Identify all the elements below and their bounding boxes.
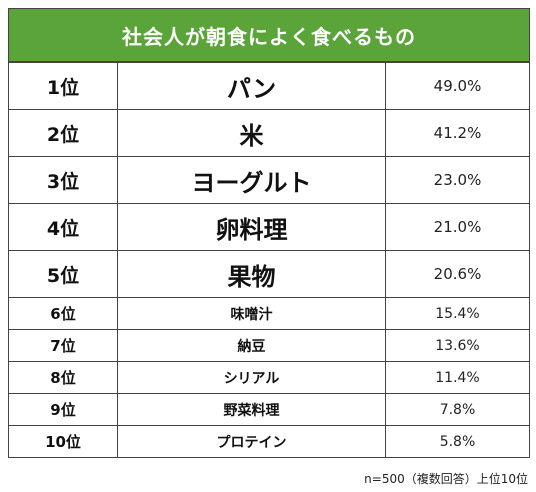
rank-cell: 6位 [8,297,118,330]
table-row: 9位 野菜料理 7.8% [8,393,530,426]
table-row: 1位 パン 49.0% [8,62,530,110]
rank-cell: 1位 [8,62,118,110]
percentage-cell: 15.4% [385,297,530,330]
table-row: 7位 納豆 13.6% [8,329,530,362]
rank-cell: 7位 [8,329,118,362]
rank-cell: 9位 [8,393,118,426]
percentage-cell: 11.4% [385,361,530,394]
table-row: 8位 シリアル 11.4% [8,361,530,394]
table-row: 2位米 41.2% [8,109,530,157]
item-cell: シリアル [117,361,386,394]
item-cell: 卵料理 [117,203,386,251]
rank-cell: 5位 [8,250,118,298]
table-row: 4位 卵料理 21.0% [8,203,530,251]
rank-cell: 4位 [8,203,118,251]
percentage-cell: 20.6% [385,250,530,298]
item-cell: 果物 [117,250,386,298]
ranking-table: 1位 パン 49.0% 2位米 41.2% 3位 ヨーグルト 23.0% 4位 卵料理 21.0% 5… [8,62,530,458]
percentage-cell: 21.0% [385,203,530,251]
percentage-cell: 13.6% [385,329,530,362]
percentage-cell: 41.2% [385,109,530,157]
percentage-cell: 49.0% [385,62,530,110]
table-row: 5位 果物 20.6% [8,250,530,298]
item-cell: 味噌汁 [117,297,386,330]
table-row: 3位 ヨーグルト 23.0% [8,156,530,204]
rank-cell: 3位 [8,156,118,204]
rank-cell: 2位 [8,109,118,157]
table-row: 6位 味噌汁 15.4% [8,297,530,330]
item-cell: プロテイン [117,425,386,458]
percentage-cell: 5.8% [385,425,530,458]
chart-title: 社会人が朝食によく食べるもの [8,8,530,62]
percentage-cell: 7.8% [385,393,530,426]
item-cell: 野菜料理 [117,393,386,426]
item-cell: 納豆 [117,329,386,362]
item-cell: パン [117,62,386,110]
table-row: 10位 プロテイン 5.8% [8,425,530,458]
item-cell: 米 [117,109,386,157]
ranking-table-container: 社会人が朝食によく食べるもの 1位 パン 49.0% 2位米 41.2% 3位 ヨーグルト 2… [8,8,530,458]
item-cell: ヨーグルト [117,156,386,204]
survey-note: n=500（複数回答）上位10位 [364,472,528,486]
rank-cell: 10位 [8,425,118,458]
percentage-cell: 23.0% [385,156,530,204]
rank-cell: 8位 [8,361,118,394]
